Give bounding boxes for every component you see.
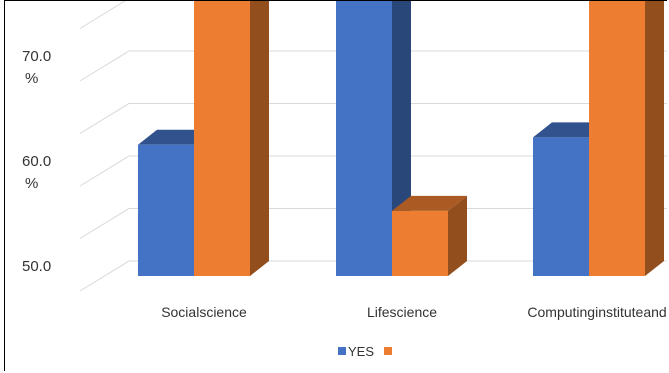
y-tick-label: 60.0 [22,153,51,170]
bar-front [138,144,194,276]
bar-side [448,195,467,276]
bars [138,1,664,277]
gridline [79,1,126,29]
bar-front [392,210,448,276]
bar [392,195,467,276]
gridline [79,260,667,292]
bar [589,1,664,276]
legend-label: YES [348,344,374,359]
bar [194,1,269,277]
bar-chart: 80.0%70.0%60.0%50.0 SocialscienceLifesci… [22,1,667,359]
chart-frame: 80.0%70.0%60.0%50.0 SocialscienceLifesci… [4,0,667,371]
x-tick-label: ComputinginstituteandI [527,304,667,320]
y-tick-unit: % [25,70,38,87]
bar-side [645,1,664,276]
bar-front [589,1,645,276]
bar-side [250,1,269,276]
gridlines [79,1,667,292]
bar-front [336,1,392,277]
x-tick-label: Lifescience [367,304,437,320]
bar-top [392,195,467,211]
legend: YES [338,344,392,359]
y-tick-label: 50.0 [22,258,51,275]
gridline [79,103,667,134]
legend-item [384,347,392,355]
legend-item: YES [338,344,374,359]
gridline [79,155,667,187]
y-tick-label: 70.0 [22,48,51,65]
legend-swatch [338,347,346,355]
gridline [79,208,667,239]
y-tick-unit: % [25,175,38,192]
legend-swatch [384,347,392,355]
bar-front [194,1,250,277]
gridline [79,50,667,82]
x-tick-label: Socialscience [161,304,247,320]
bar-front [533,137,589,276]
y-axis-ticks: 80.0%70.0%60.0%50.0 [22,48,51,275]
x-axis-labels: Socialscience Lifescience Computinginstitu… [161,304,667,320]
